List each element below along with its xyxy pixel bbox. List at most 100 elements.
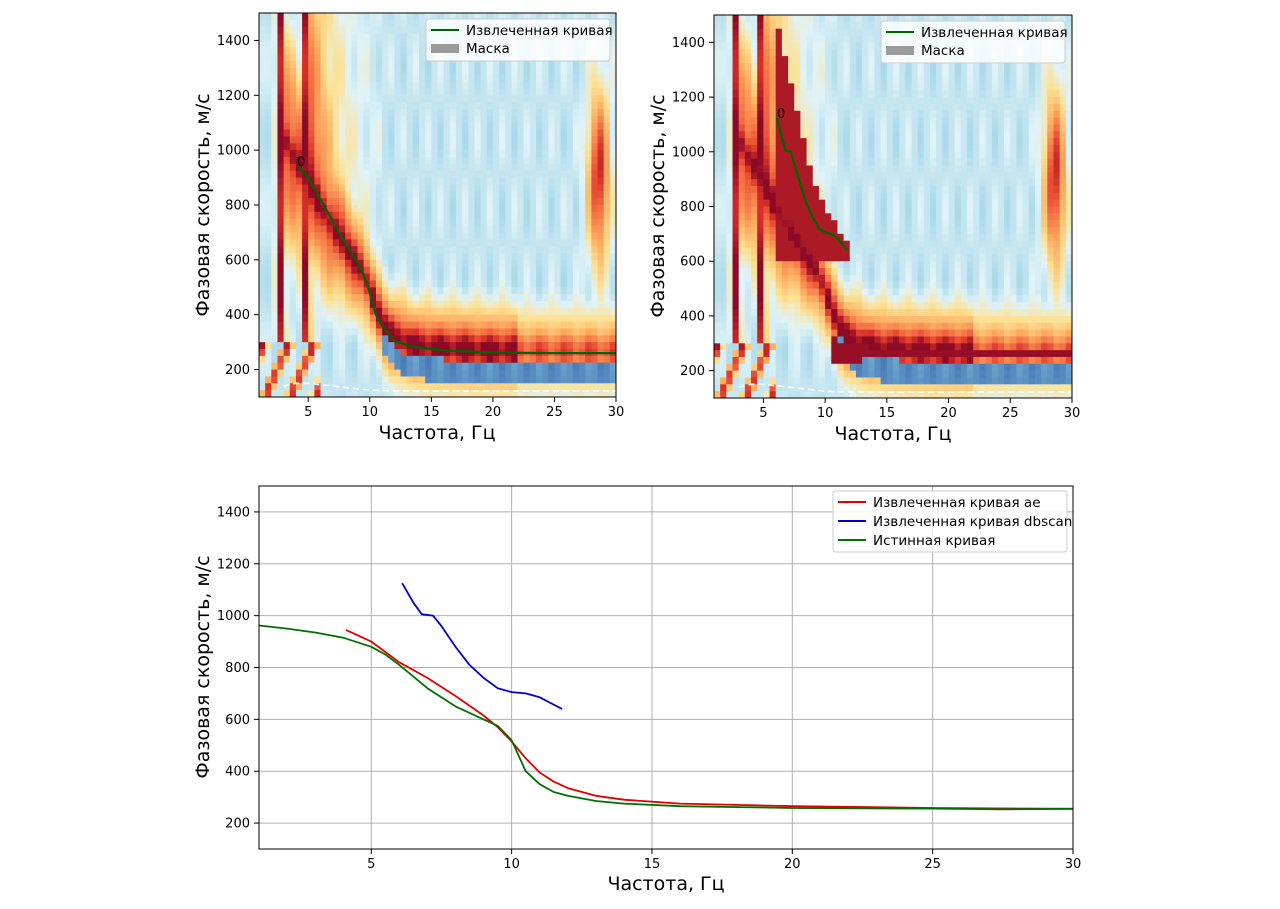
heatmap-cell	[591, 294, 599, 302]
heatmap-cell	[542, 122, 549, 131]
heatmap-cell	[874, 261, 882, 269]
heatmap-cell	[781, 268, 789, 276]
heatmap-cell	[406, 349, 414, 357]
heatmap-cell	[855, 172, 863, 180]
heatmap-cell	[769, 363, 777, 372]
heatmap-cell	[874, 315, 882, 324]
heatmap-cell	[332, 129, 340, 138]
heatmap-cell	[800, 302, 808, 310]
heatmap-cell	[345, 205, 352, 213]
heatmap-cell	[597, 67, 605, 76]
heatmap-cell	[849, 350, 857, 358]
heatmap-cell	[283, 294, 291, 302]
heatmap-cell	[302, 40, 309, 48]
heatmap-cell	[818, 192, 826, 201]
heatmap-cell	[751, 281, 758, 290]
heatmap-cell	[738, 62, 746, 71]
heatmap-cell	[277, 355, 285, 364]
heatmap-cell	[314, 40, 322, 48]
heatmap-cell	[893, 322, 900, 331]
heatmap-cell	[720, 179, 727, 187]
heatmap-cell	[480, 369, 488, 378]
heatmap-cell	[818, 302, 826, 310]
heatmap-cell	[474, 259, 482, 268]
heatmap-cell	[345, 129, 352, 138]
heatmap-cell	[591, 191, 599, 199]
heatmap-cell	[880, 384, 888, 392]
heatmap-cell	[591, 232, 599, 240]
heatmap-cell	[492, 198, 500, 206]
heatmap-cell	[511, 376, 519, 384]
heatmap-cell	[579, 287, 586, 295]
heatmap-cell	[720, 35, 727, 43]
heatmap-cell	[474, 376, 482, 384]
heatmap-cell	[449, 102, 457, 110]
heatmap-cell	[289, 280, 297, 288]
heatmap-cell	[351, 273, 359, 282]
heatmap-cell	[800, 268, 808, 276]
heatmap-cell	[837, 329, 845, 338]
heatmap-cell	[523, 383, 531, 391]
heatmap-cell	[775, 384, 783, 392]
heatmap-cell	[714, 309, 721, 317]
heatmap-cell	[480, 287, 488, 295]
heatmap-cell	[314, 26, 322, 35]
heatmap-cell	[609, 74, 616, 83]
heatmap-cell	[419, 129, 426, 138]
heatmap-cell	[339, 95, 346, 103]
heatmap-cell	[548, 335, 556, 343]
heatmap-cell	[511, 342, 519, 350]
heatmap-cell	[277, 253, 285, 261]
heatmap-cell	[492, 321, 500, 330]
heatmap-cell	[511, 81, 519, 90]
heatmap-cell	[345, 280, 352, 288]
heatmap-cell	[800, 363, 808, 372]
heatmap-cell	[449, 129, 457, 138]
heatmap-cell	[271, 390, 279, 397]
heatmap-cell	[597, 246, 605, 254]
heatmap-cell	[326, 177, 334, 186]
heatmap-cell	[523, 198, 531, 206]
heatmap-cell	[339, 390, 346, 397]
heatmap-cell	[462, 109, 469, 117]
heatmap-cell	[369, 74, 377, 83]
heatmap-cell	[542, 115, 549, 124]
heatmap-cell	[431, 328, 439, 336]
heatmap-cell	[517, 246, 525, 254]
heatmap-cell	[868, 144, 876, 153]
heatmap-cell	[412, 109, 420, 117]
heatmap-cell	[775, 151, 783, 160]
heatmap-cell	[862, 97, 869, 105]
heatmap-cell	[400, 150, 408, 158]
heatmap-cell	[775, 213, 783, 221]
heatmap-cell	[566, 150, 574, 158]
heatmap-cell	[886, 172, 894, 180]
heatmap-cell	[468, 81, 476, 90]
heatmap-cell	[855, 21, 863, 30]
heatmap-cell	[794, 350, 802, 358]
heatmap-cell	[837, 151, 845, 160]
heatmap-cell	[492, 81, 500, 90]
heatmap-cell	[542, 280, 549, 288]
heatmap-cell	[431, 163, 439, 172]
heatmap-cell	[603, 177, 611, 186]
heatmap-cell	[732, 144, 740, 153]
heatmap-cell	[406, 67, 414, 76]
heatmap-cell	[412, 390, 420, 397]
heatmap-cell	[492, 191, 500, 199]
heatmap-cell	[757, 247, 764, 255]
heatmap-cell	[591, 314, 599, 323]
heatmap-cell	[757, 363, 764, 372]
heatmap-cell	[831, 213, 839, 221]
heatmap-cell	[535, 163, 543, 172]
heatmap-cell	[751, 384, 758, 392]
heatmap-cell	[302, 321, 309, 330]
heatmap-cell	[744, 192, 752, 201]
heatmap-cell	[289, 74, 297, 83]
heatmap-cell	[474, 342, 482, 350]
heatmap-cell	[339, 54, 346, 62]
heatmap-cell	[437, 157, 445, 165]
heatmap-cell	[535, 115, 543, 124]
heatmap-cell	[831, 233, 839, 242]
heatmap-cell	[843, 165, 851, 173]
